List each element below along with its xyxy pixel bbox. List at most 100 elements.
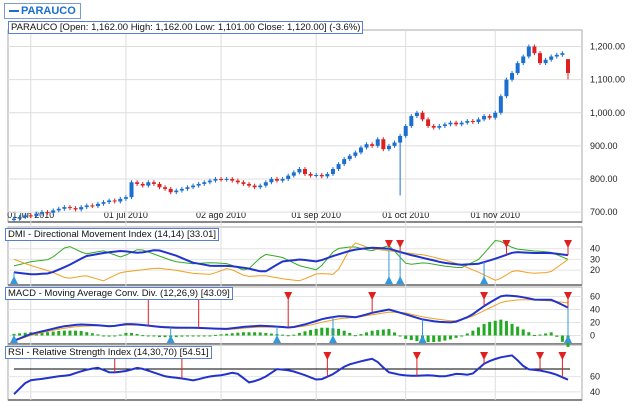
- candle: [566, 59, 570, 74]
- candle: [101, 202, 106, 204]
- candle: [247, 183, 252, 186]
- macd-histogram-bar: [370, 330, 374, 336]
- candle: [504, 79, 509, 97]
- candle: [308, 174, 313, 176]
- macd-histogram-bar: [57, 331, 61, 336]
- macd-histogram-bar: [191, 335, 195, 337]
- candle: [386, 145, 391, 150]
- candle: [409, 116, 414, 126]
- candle: [241, 182, 246, 184]
- candle: [403, 126, 408, 136]
- candle: [370, 144, 375, 146]
- buy-signal-triangle-icon: [384, 276, 393, 284]
- macd-histogram-bar: [68, 330, 72, 336]
- sell-signal-triangle-icon: [368, 292, 377, 300]
- buy-signal-triangle-icon: [10, 276, 18, 284]
- macd-histogram-bar: [521, 329, 525, 336]
- buy-signal-triangle-icon: [273, 335, 282, 343]
- candle: [554, 54, 559, 57]
- macd-histogram-bar: [297, 332, 301, 336]
- macd-histogram-bar: [527, 332, 531, 336]
- candle: [543, 59, 548, 64]
- price-panel-title: PARAUCO [Open: 1,162.00 High: 1,162.00 L…: [8, 21, 364, 34]
- candle: [431, 126, 436, 128]
- macd-histogram-bar: [124, 332, 128, 336]
- candle: [79, 207, 84, 210]
- buy-signal-triangle-icon: [10, 335, 18, 343]
- candle: [291, 172, 296, 176]
- sell-signal-triangle-icon: [323, 352, 332, 360]
- candle: [196, 183, 201, 186]
- candle: [336, 164, 341, 170]
- macd-histogram-bar: [560, 335, 564, 342]
- macd-histogram-bar: [381, 329, 385, 336]
- candle: [224, 178, 229, 180]
- macd-histogram-bar: [107, 335, 111, 337]
- macd-histogram-bar: [437, 335, 441, 342]
- macd-histogram-bar: [303, 331, 307, 336]
- macd-histogram-bar: [482, 323, 486, 336]
- candle: [56, 208, 61, 211]
- candle: [168, 188, 173, 193]
- candle: [498, 96, 503, 113]
- candle: [28, 215, 33, 217]
- macd-histogram-bar: [476, 327, 480, 336]
- candle: [353, 152, 358, 156]
- macd-histogram-bar: [146, 335, 150, 337]
- macd-histogram-bar: [46, 332, 50, 336]
- candle: [51, 210, 56, 213]
- macd-histogram-bar: [74, 330, 78, 336]
- candle: [146, 182, 151, 186]
- price-panel-frame: [7, 29, 583, 223]
- macd-histogram-bar: [538, 334, 542, 336]
- macd-histogram-bar: [135, 334, 139, 336]
- sell-signal-triangle-icon: [536, 352, 545, 360]
- macd-histogram-bar: [549, 332, 553, 336]
- candle: [437, 126, 442, 128]
- candle: [493, 112, 498, 118]
- macd-histogram-bar: [493, 320, 497, 336]
- macd-histogram-bar: [130, 332, 134, 336]
- macd-histogram-bar: [365, 332, 369, 336]
- macd-histogram-bar: [376, 330, 380, 336]
- candle: [420, 112, 425, 120]
- candle: [235, 180, 240, 183]
- macd-histogram-bar: [113, 335, 117, 337]
- macd-histogram-bar: [247, 332, 251, 336]
- candle: [163, 187, 168, 189]
- legend-item-parauco[interactable]: PARAUCO: [4, 3, 81, 19]
- candle: [95, 203, 100, 207]
- macd-histogram-bar: [286, 335, 290, 337]
- candle: [302, 169, 307, 174]
- candle: [213, 178, 218, 181]
- macd-histogram-bar: [404, 335, 408, 339]
- candle: [476, 119, 481, 123]
- sell-signal-triangle-icon: [564, 292, 572, 300]
- candle: [157, 183, 162, 188]
- buy-signal-triangle-icon: [396, 276, 405, 284]
- macd-panel-title: MACD - Moving Average Conv. Div. (12,26,…: [5, 287, 233, 300]
- macd-histogram-bar: [387, 329, 391, 336]
- macd-histogram-bar: [180, 335, 184, 337]
- macd-histogram-bar: [18, 333, 22, 336]
- macd-histogram-bar: [309, 329, 313, 336]
- candle: [67, 207, 72, 209]
- candle: [459, 122, 464, 125]
- macd-histogram-bar: [152, 335, 156, 337]
- sell-signal-triangle-icon: [558, 352, 567, 360]
- candle: [269, 178, 274, 183]
- candle: [123, 197, 128, 199]
- candle: [414, 112, 419, 117]
- macd-histogram-bar: [398, 335, 402, 337]
- candle: [286, 175, 291, 179]
- buy-signal-triangle-icon: [418, 335, 427, 343]
- candle: [219, 178, 224, 180]
- candle: [314, 174, 319, 176]
- candle: [45, 212, 50, 214]
- candle: [487, 116, 492, 118]
- candle: [252, 185, 257, 188]
- sell-signal-triangle-icon: [480, 292, 489, 300]
- macd-histogram-bar: [230, 333, 234, 336]
- y-tick-label: 800.00: [590, 174, 618, 184]
